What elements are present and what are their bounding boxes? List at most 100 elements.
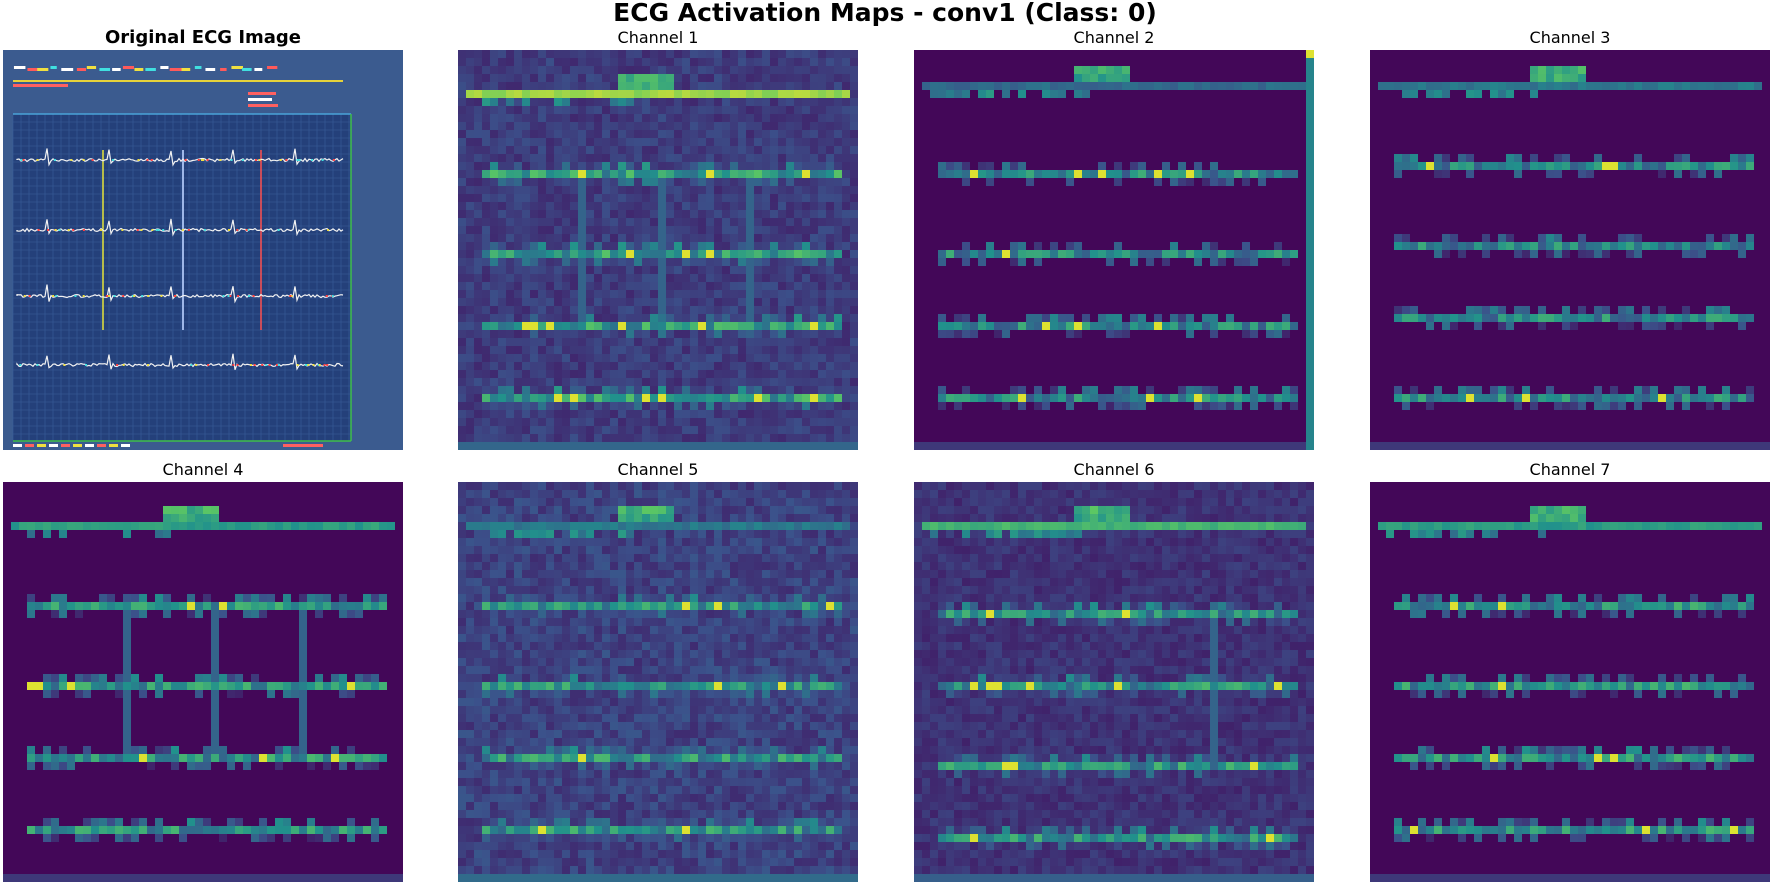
activation-cell — [1178, 114, 1187, 123]
activation-cell — [522, 346, 531, 355]
activation-cell — [1074, 362, 1083, 371]
activation-cell — [578, 290, 587, 299]
trace-noise — [236, 229, 239, 231]
activation-cell — [562, 330, 571, 339]
activation-cell — [738, 314, 747, 323]
activation-cell — [1146, 234, 1155, 243]
activation-cell — [714, 434, 723, 443]
activation-cell — [674, 386, 683, 395]
activation-cell — [1210, 330, 1219, 339]
activation-cell — [834, 178, 843, 187]
activation-cell — [754, 146, 763, 155]
activation-cell — [594, 90, 603, 99]
activation-cell — [642, 130, 651, 139]
activation-cell — [538, 386, 547, 395]
activation-cell — [1002, 106, 1011, 115]
activation-cell — [562, 50, 571, 59]
activation-cell — [1306, 266, 1314, 275]
activation-cell — [458, 434, 467, 443]
activation-cell — [594, 210, 603, 219]
activation-cell — [626, 354, 635, 363]
activation-cell — [786, 394, 795, 403]
activation-cell — [826, 314, 835, 323]
activation-cell — [1202, 170, 1211, 179]
trace-noise — [207, 364, 210, 366]
activation-cell — [1306, 370, 1314, 379]
activation-cell — [698, 394, 707, 403]
activation-cell — [1250, 66, 1259, 75]
activation-cell — [546, 226, 555, 235]
activation-cell — [602, 202, 611, 211]
activation-cell — [1186, 194, 1195, 203]
activation-cell — [1274, 210, 1283, 219]
activation-cell — [938, 394, 947, 403]
activation-cell — [1138, 98, 1147, 107]
activation-cell — [1170, 202, 1179, 211]
activation-cell — [674, 202, 683, 211]
activation-cell — [922, 114, 931, 123]
activation-cell — [730, 322, 739, 331]
activation-cell — [778, 218, 787, 227]
activation-cell — [618, 266, 627, 275]
activation-cell — [1282, 338, 1291, 347]
activation-cell — [570, 338, 579, 347]
activation-cell — [802, 394, 811, 403]
activation-cell — [1026, 386, 1035, 395]
activation-cell — [922, 218, 931, 227]
activation-cell — [1050, 194, 1059, 203]
activation-cell — [970, 114, 979, 123]
activation-cell — [618, 98, 627, 107]
activation-cell — [1290, 58, 1299, 67]
activation-cell — [778, 322, 787, 331]
activation-cell — [586, 250, 595, 259]
activation-cell — [922, 330, 931, 339]
activation-cell — [1066, 50, 1075, 59]
activation-cell — [1114, 298, 1123, 307]
activation-cell — [946, 58, 955, 67]
activation-cell — [1202, 266, 1211, 275]
activation-cell — [1242, 162, 1251, 171]
activation-cell — [722, 82, 731, 91]
activation-cell — [1026, 122, 1035, 131]
activation-cell — [714, 74, 723, 83]
activation-cell — [698, 90, 707, 99]
activation-cell — [610, 314, 619, 323]
activation-cell — [738, 82, 747, 91]
activation-cell — [754, 282, 763, 291]
activation-map-channel-2 — [914, 50, 1314, 450]
activation-cell — [1162, 242, 1171, 251]
activation-cell — [1082, 138, 1091, 147]
activation-cell — [1050, 402, 1059, 411]
activation-cell — [850, 90, 858, 99]
activation-cell — [1282, 354, 1291, 363]
activation-cell — [706, 66, 715, 75]
activation-cell — [1050, 114, 1059, 123]
activation-cell — [466, 370, 475, 379]
activation-cell — [994, 282, 1003, 291]
activation-cell — [1130, 130, 1139, 139]
activation-cell — [666, 50, 675, 59]
activation-cell — [1050, 58, 1059, 67]
activation-cell — [1106, 330, 1115, 339]
activation-cell — [810, 370, 819, 379]
activation-cell — [634, 154, 643, 163]
activation-cell — [594, 106, 603, 115]
activation-cell — [498, 234, 507, 243]
activation-cell — [778, 266, 787, 275]
activation-cell — [1250, 354, 1259, 363]
activation-cell — [666, 322, 675, 331]
activation-cell — [538, 274, 547, 283]
activation-cell — [1114, 50, 1123, 59]
activation-cell — [1194, 274, 1203, 283]
activation-cell — [1162, 130, 1171, 139]
activation-cell — [594, 186, 603, 195]
activation-cell — [802, 418, 811, 427]
activation-cell — [482, 346, 491, 355]
trace-noise — [52, 295, 55, 297]
activation-cell — [994, 362, 1003, 371]
activation-cell — [1026, 402, 1035, 411]
activation-cell — [682, 154, 691, 163]
activation-cell — [706, 434, 715, 443]
activation-cell — [474, 290, 483, 299]
activation-cell — [802, 322, 811, 331]
